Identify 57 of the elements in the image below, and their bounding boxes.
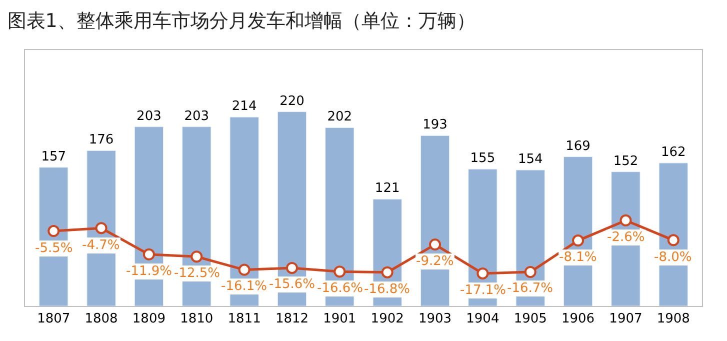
point [429, 238, 442, 251]
point [190, 250, 203, 263]
data-label: -5.5% [35, 241, 73, 256]
data-label: 193 [422, 118, 448, 133]
data-label: -8.0% [654, 250, 692, 265]
data-label: -16.1% [221, 279, 267, 294]
x-tick-label: 1904 [466, 312, 500, 327]
point [95, 222, 108, 234]
data-label: 152 [613, 154, 638, 169]
data-label: 214 [232, 99, 257, 114]
point [381, 266, 394, 278]
x-tick-label: 1903 [418, 312, 452, 327]
point [524, 266, 536, 278]
data-label: 155 [470, 151, 496, 166]
point [620, 214, 632, 226]
data-label: 220 [280, 94, 304, 109]
point [476, 267, 489, 280]
data-label: -8.1% [559, 250, 597, 265]
data-label: -4.7% [82, 238, 120, 253]
data-label: 202 [327, 110, 352, 125]
x-tick-label: 1906 [561, 312, 595, 327]
data-label: 203 [136, 108, 162, 124]
data-label: 121 [374, 181, 400, 196]
x-tick-label: 1908 [656, 312, 690, 327]
data-label: -2.6% [607, 230, 645, 245]
point [334, 266, 346, 278]
point [572, 234, 584, 247]
x-tick-label: 1810 [180, 312, 214, 327]
data-label: -16.8% [364, 282, 410, 297]
data-label: 162 [660, 144, 686, 160]
x-tick-label: 1812 [275, 312, 309, 327]
x-tick-label: 1807 [37, 312, 70, 327]
data-label: -11.9% [126, 264, 172, 279]
x-tick-label: 1902 [370, 312, 404, 327]
data-label: -9.2% [416, 254, 454, 269]
x-tick-label: 1905 [514, 312, 547, 327]
data-label: -16.6% [317, 281, 363, 296]
x-tick-label: 1907 [609, 312, 642, 327]
data-label: -16.7% [507, 281, 553, 296]
point [238, 264, 250, 276]
x-tick-label: 1901 [323, 312, 356, 327]
x-tick-label: 1808 [84, 312, 118, 327]
data-label: 176 [88, 132, 114, 148]
x-tick-label: 1811 [228, 312, 261, 327]
data-label: 157 [41, 149, 66, 164]
x-tick-label: 1809 [132, 312, 166, 327]
data-label: 154 [518, 152, 543, 168]
chart-title: 图表1、整体乘用车市场分月发车和增幅（单位：万辆） [7, 10, 476, 32]
data-label: -17.1% [460, 283, 506, 298]
point [48, 225, 60, 238]
point [142, 248, 155, 260]
point [667, 234, 680, 246]
point [286, 262, 298, 274]
data-label: -15.6% [269, 277, 315, 292]
data-label: 203 [184, 108, 210, 124]
data-label: 169 [566, 138, 590, 154]
data-label: -12.5% [174, 266, 220, 281]
